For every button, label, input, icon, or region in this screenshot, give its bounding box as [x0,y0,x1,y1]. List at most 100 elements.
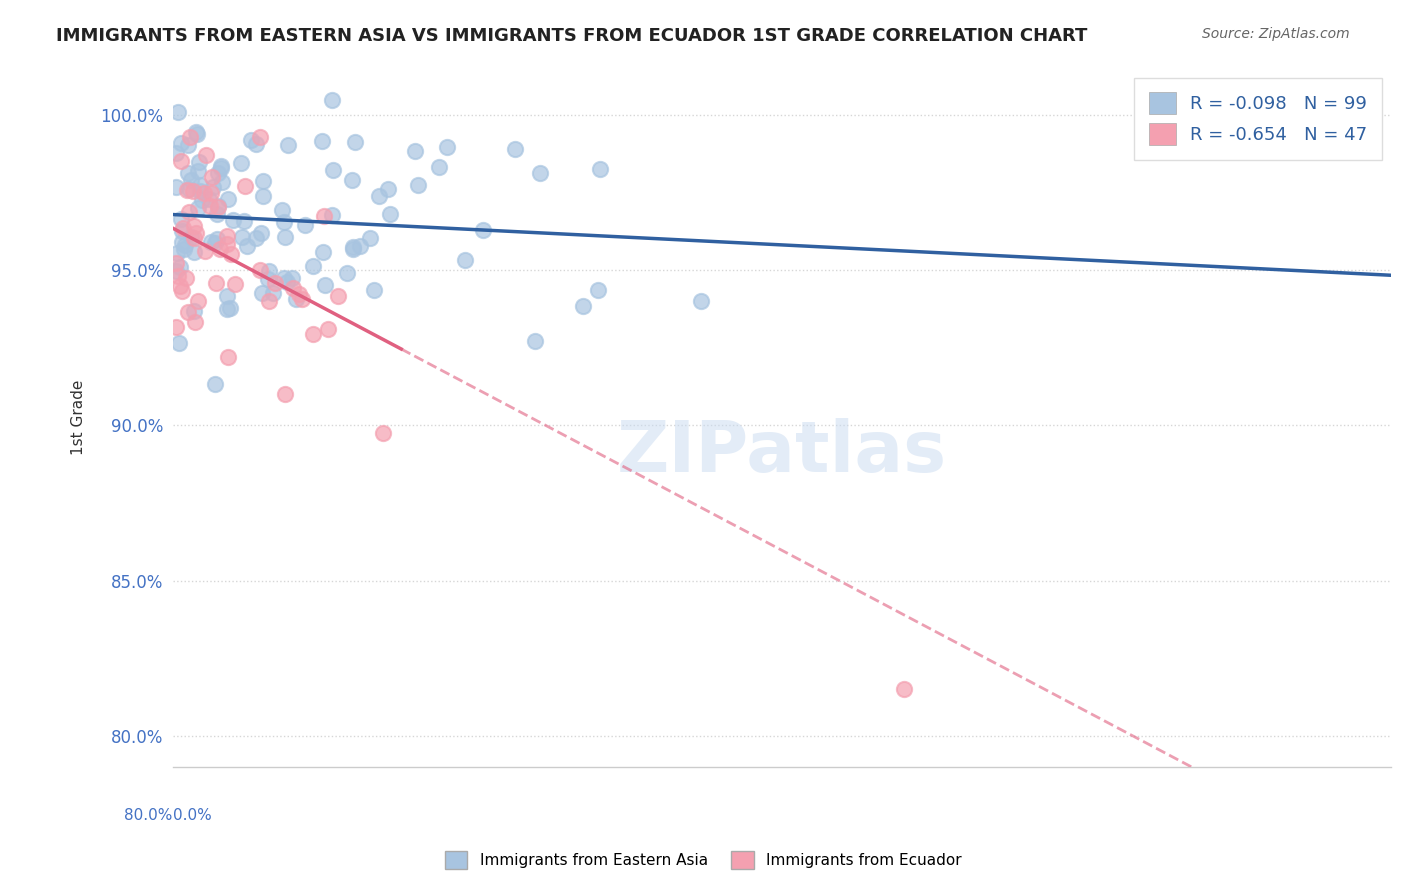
Point [211,175,233,189]
Point [249,263,271,277]
Point [312,245,335,260]
Text: 0.0%: 0.0% [173,808,211,823]
Point [166,246,188,260]
Point [204,376,226,391]
Point [529,166,551,180]
Point [273,215,295,229]
Point [503,142,526,156]
Point [217,236,239,251]
Point [427,160,450,174]
Point [285,293,308,307]
Point [349,238,371,252]
Point [231,230,253,244]
Point [359,231,381,245]
Point [249,226,271,240]
Point [252,189,274,203]
Point [209,242,232,256]
Point [204,235,226,250]
Point [172,224,194,238]
Point [184,315,207,329]
Point [377,182,399,196]
Point [183,244,205,259]
Point [177,304,200,318]
Point [205,207,228,221]
Point [200,235,222,250]
Point [380,206,402,220]
Point [173,242,195,256]
Point [252,174,274,188]
Point [294,219,316,233]
Point [177,166,200,180]
Point [363,283,385,297]
Point [233,179,256,194]
Point [217,351,239,365]
Point [257,293,280,308]
Point [170,212,193,227]
Point [274,387,297,401]
Point [183,219,205,233]
Point [167,335,190,350]
Point [170,136,193,150]
Point [201,170,224,185]
Point [322,163,344,178]
Point [205,277,228,291]
Point [217,229,239,244]
Point [222,213,245,227]
Text: 80.0%: 80.0% [125,808,173,823]
Point [169,278,191,293]
Point [167,105,190,120]
Point [200,186,222,201]
Point [188,178,211,192]
Point [311,135,333,149]
Point [287,287,309,301]
Point [184,226,207,240]
Point [245,136,267,151]
Point [183,304,205,318]
Point [314,209,336,223]
Point [207,166,229,180]
Point [184,125,207,139]
Point [367,189,389,203]
Point [232,214,254,228]
Point [188,184,211,198]
Point [274,229,297,244]
Point [263,276,285,290]
Text: IMMIGRANTS FROM EASTERN ASIA VS IMMIGRANTS FROM ECUADOR 1ST GRADE CORRELATION CH: IMMIGRANTS FROM EASTERN ASIA VS IMMIGRAN… [56,27,1088,45]
Point [224,277,246,292]
Point [262,285,284,300]
Point [165,319,187,334]
Point [165,146,187,161]
Point [436,139,458,153]
Point [291,292,314,306]
Point [572,299,595,313]
Point [207,199,229,213]
Point [343,135,366,149]
Point [174,238,197,252]
Point [205,232,228,246]
Point [342,243,364,257]
Point [215,302,238,317]
Point [277,138,299,153]
Point [194,244,217,259]
Point [454,252,477,267]
Point [180,173,202,187]
Point [169,260,191,274]
Point [342,240,364,254]
Point [588,283,610,297]
Point [281,270,304,285]
Point [273,271,295,285]
Point [302,326,325,341]
Point [229,156,252,170]
Point [257,263,280,277]
Point [170,153,193,168]
Point [180,229,202,244]
Point [198,199,221,213]
Point [193,186,215,201]
Point [321,209,343,223]
Point [187,294,209,309]
Point [236,239,259,253]
Point [406,178,429,192]
Point [195,148,218,162]
Point [166,269,188,284]
Point [373,425,395,440]
